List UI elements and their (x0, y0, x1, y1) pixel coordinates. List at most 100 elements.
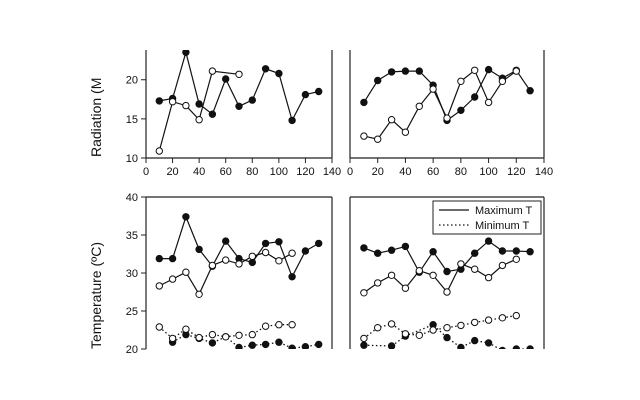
bottom-left-point-filled (261, 340, 270, 349)
top-right-series-group (360, 65, 534, 143)
bottom-left-point-open (222, 333, 230, 341)
top-left-point-filled (248, 96, 257, 104)
bottom-right-point-filled (401, 242, 410, 251)
panel-top-right-frame (349, 50, 545, 159)
top-left-x-tick-label: 20 (166, 166, 178, 178)
legend: Maximum T Minimum T (432, 200, 542, 235)
bottom-right-point-open (457, 321, 465, 330)
bottom-right-point-open (443, 288, 451, 296)
top-left-point-open (155, 147, 164, 155)
bottom-right-point-open (484, 273, 493, 282)
bottom-right-point-filled (471, 249, 479, 257)
bottom-right-point-filled (360, 244, 368, 252)
bottom-left-point-filled (301, 343, 310, 349)
top-left-series-line (158, 70, 240, 152)
top-left-y-tick-label: 20 (126, 75, 138, 87)
bottom-right-point-open (443, 324, 451, 332)
top-left-point-filled (235, 102, 243, 111)
bottom-right-series-line (363, 258, 517, 294)
bottom-left-point-filled (315, 239, 323, 248)
top-right-x-tick-label: 40 (399, 166, 411, 178)
top-left-x-tick-label: 0 (143, 166, 149, 178)
bottom-left-y-tick-label: 35 (126, 230, 138, 242)
top-right-point-open (374, 135, 382, 143)
top-right-x-tick-label: 0 (347, 166, 353, 178)
top-left-point-filled (301, 90, 310, 99)
top-left-x-tick-label: 120 (296, 166, 314, 178)
bottom-right-point-open (387, 320, 396, 328)
bottom-right-point-open (374, 279, 382, 287)
top-right-point-open (360, 132, 368, 140)
top-right-x-tick-label: 140 (535, 166, 553, 178)
bottom-right-point-filled (429, 248, 437, 256)
bottom-left-point-open (275, 257, 283, 265)
top-left-point-filled (182, 50, 190, 56)
bottom-right-point-open (360, 289, 368, 297)
bottom-left-point-filled (275, 238, 283, 246)
top-right-x-tick-label: 100 (479, 166, 497, 178)
radiation-axis-label: Radiation (M (88, 78, 104, 157)
top-right-point-open (471, 66, 479, 75)
bottom-right-point-filled (498, 247, 507, 255)
bottom-left-point-filled (288, 344, 296, 349)
bottom-right-point-filled (512, 247, 520, 255)
top-left-x-tick-label: 80 (246, 166, 258, 178)
top-left-point-open (235, 70, 243, 79)
top-left-point-open (208, 67, 217, 75)
bottom-left-point-open (155, 282, 164, 290)
bottom-right-point-filled (526, 248, 534, 256)
bottom-left-point-filled (222, 237, 230, 245)
bottom-right-point-open (457, 260, 465, 268)
top-left-y-tick-label: 15 (126, 114, 138, 126)
chart-marks: 0 20 40 60 80 100 120 140 10 15 20 0 20 40 60 80 100 120 1… (126, 50, 553, 356)
bottom-left-point-filled (275, 338, 283, 346)
top-right-point-open (484, 98, 493, 107)
bottom-left-point-filled (261, 239, 270, 248)
bottom-left-point-open (208, 261, 217, 270)
top-right-point-open (457, 77, 465, 86)
top-right-x-tick-label: 120 (507, 166, 525, 178)
bottom-left-point-open (288, 321, 296, 329)
top-right-point-open (498, 77, 507, 86)
bottom-left-point-open (235, 260, 243, 268)
top-left-x-tick-label: 100 (270, 166, 288, 178)
bottom-right-series-group (360, 237, 534, 349)
bottom-left-series-line (172, 333, 319, 349)
top-left-point-filled (222, 75, 230, 83)
bottom-left-point-open (208, 330, 217, 339)
top-right-point-open (387, 116, 396, 124)
bottom-left-point-open (275, 321, 283, 329)
bottom-right-series-line (363, 314, 517, 339)
bottom-right-point-filled (374, 249, 382, 257)
top-left-series-line (159, 50, 319, 123)
bottom-left-point-open (261, 322, 270, 330)
top-left-point-open (182, 101, 190, 110)
top-left-series-group (155, 50, 323, 155)
bottom-left-series-group (155, 213, 323, 349)
top-left-point-filled (208, 110, 217, 118)
bottom-left-series-line (159, 215, 319, 279)
top-right-point-filled (526, 87, 534, 95)
bottom-right-point-open (512, 311, 520, 320)
bottom-left-point-open (168, 334, 177, 343)
bottom-left-y-tick-label: 20 (126, 344, 138, 356)
top-left-point-filled (261, 65, 270, 73)
top-left-point-filled (195, 100, 203, 108)
bottom-right-point-open (415, 267, 423, 275)
bottom-left-point-open (168, 275, 177, 283)
bottom-left-point-open (288, 249, 296, 257)
bottom-right-point-filled (484, 237, 493, 245)
top-left-point-filled (275, 69, 283, 78)
legend-label-maximum-t: Maximum T (475, 205, 533, 217)
bottom-left-point-open (155, 323, 164, 331)
bottom-right-point-open (471, 318, 479, 327)
top-right-point-filled (457, 106, 465, 115)
top-left-x-tick-label: 40 (193, 166, 205, 178)
bottom-left-point-filled (155, 254, 164, 263)
top-right-point-filled (374, 76, 382, 85)
panel-bottom-left-frame (145, 196, 333, 349)
top-right-point-open (512, 67, 520, 75)
bottom-left-point-filled (288, 273, 296, 281)
top-left-x-tick-label: 140 (323, 166, 341, 178)
